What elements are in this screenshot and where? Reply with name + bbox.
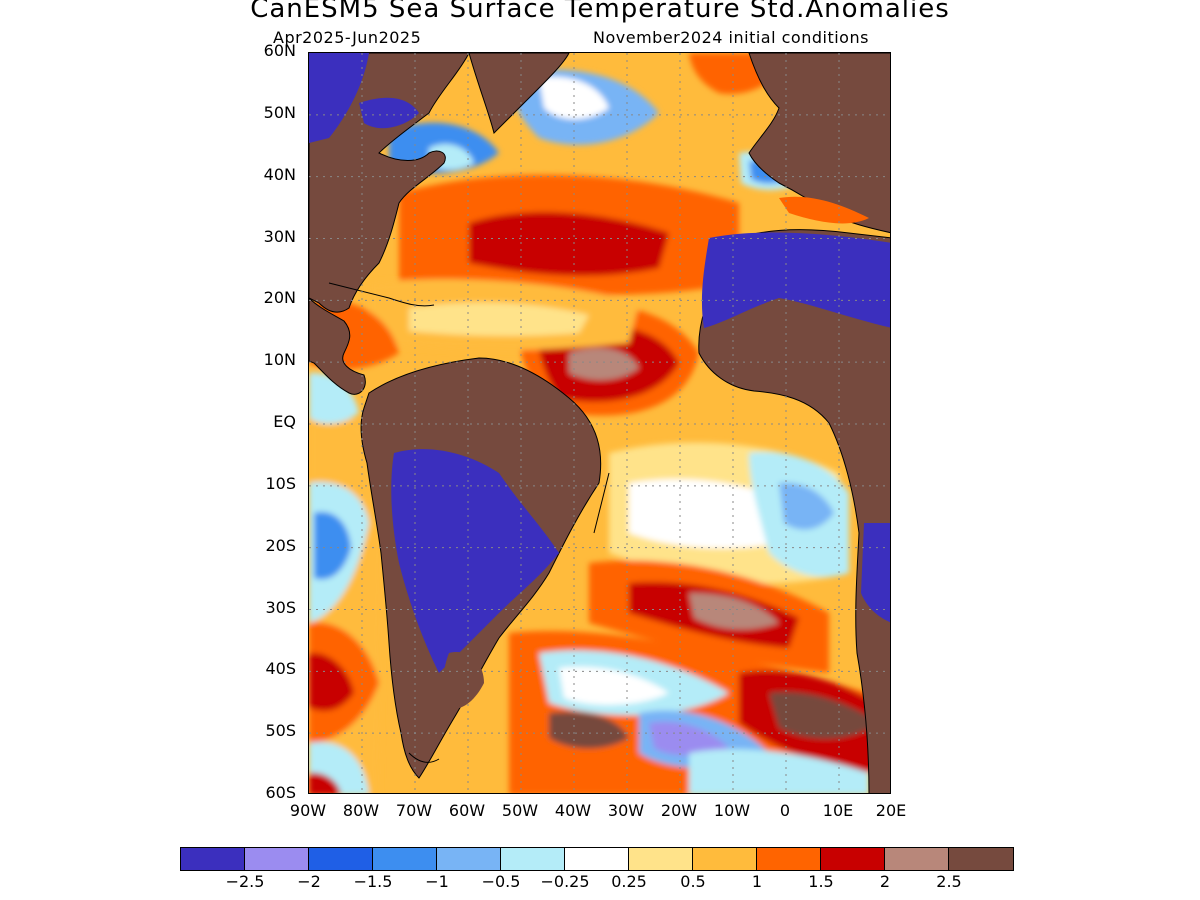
lat-label: EQ bbox=[273, 412, 296, 431]
north-america-landmass bbox=[309, 53, 470, 313]
color-bar-label: 1.5 bbox=[808, 872, 834, 891]
lat-label: 60N bbox=[263, 41, 296, 60]
color-swatch bbox=[629, 848, 693, 870]
graticule bbox=[309, 53, 890, 793]
lon-label: 40W bbox=[554, 801, 592, 820]
color-swatch bbox=[821, 848, 885, 870]
color-swatch bbox=[757, 848, 821, 870]
color-bar-label: 2.5 bbox=[936, 872, 962, 891]
color-swatch bbox=[181, 848, 245, 870]
color-swatch bbox=[309, 848, 373, 870]
lon-label: 10E bbox=[822, 801, 854, 820]
lat-label: 60S bbox=[265, 783, 296, 802]
color-bar-label: −0.5 bbox=[481, 872, 521, 891]
lon-label: 30W bbox=[607, 801, 645, 820]
color-swatch bbox=[885, 848, 949, 870]
lat-label: 20S bbox=[265, 535, 296, 555]
color-swatch bbox=[501, 848, 565, 870]
coastlines bbox=[328, 282, 610, 763]
lat-label: 50N bbox=[263, 102, 296, 122]
color-bar-label: −2.5 bbox=[225, 872, 265, 891]
sst-anomaly-map bbox=[308, 52, 891, 794]
lat-label: 40N bbox=[263, 164, 296, 184]
lon-label: 70W bbox=[395, 801, 433, 820]
color-swatch bbox=[949, 848, 1013, 870]
color-bar-label: −1 bbox=[425, 872, 449, 891]
lon-label: 80W bbox=[342, 801, 380, 820]
forecast-period: Apr2025-Jun2025 bbox=[273, 28, 422, 47]
lon-label: 20W bbox=[660, 801, 698, 820]
lat-label: 40S bbox=[265, 659, 296, 679]
color-bar-label: 0.5 bbox=[680, 872, 706, 891]
color-bar-label: −1.5 bbox=[353, 872, 393, 891]
lat-label: 10S bbox=[265, 473, 296, 493]
lat-label: 30S bbox=[265, 597, 296, 617]
land-masses bbox=[309, 53, 890, 793]
color-bar-label: 0.25 bbox=[611, 872, 647, 891]
map-canvas bbox=[309, 53, 890, 793]
color-swatch bbox=[437, 848, 501, 870]
lon-label: 60W bbox=[448, 801, 486, 820]
color-swatch bbox=[565, 848, 629, 870]
initial-conditions: November2024 initial conditions bbox=[593, 28, 869, 47]
lon-label: 20E bbox=[875, 801, 907, 820]
lon-label: 10W bbox=[713, 801, 751, 820]
lat-label: 10N bbox=[263, 350, 296, 370]
lon-label: 50W bbox=[501, 801, 539, 820]
color-swatch bbox=[245, 848, 309, 870]
lat-label: 30N bbox=[263, 226, 296, 246]
color-swatch bbox=[693, 848, 757, 870]
color-bar-label: −2 bbox=[297, 872, 321, 891]
greenland-landmass bbox=[468, 53, 570, 134]
color-swatch bbox=[373, 848, 437, 870]
lon-label: 90W bbox=[289, 801, 327, 820]
lat-label: 20N bbox=[263, 288, 296, 308]
central-america-landmass bbox=[309, 297, 366, 395]
color-bar-label: −0.25 bbox=[540, 872, 590, 891]
lat-label: 50S bbox=[265, 721, 296, 741]
color-bar-label: 1 bbox=[751, 872, 763, 891]
lon-label: 0 bbox=[779, 801, 791, 820]
color-bar bbox=[180, 847, 1014, 871]
chart-title: CanESM5 Sea Surface Temperature Std.Anom… bbox=[250, 0, 950, 24]
africa-landmass bbox=[698, 229, 890, 793]
color-bar-label: 2 bbox=[879, 872, 891, 891]
